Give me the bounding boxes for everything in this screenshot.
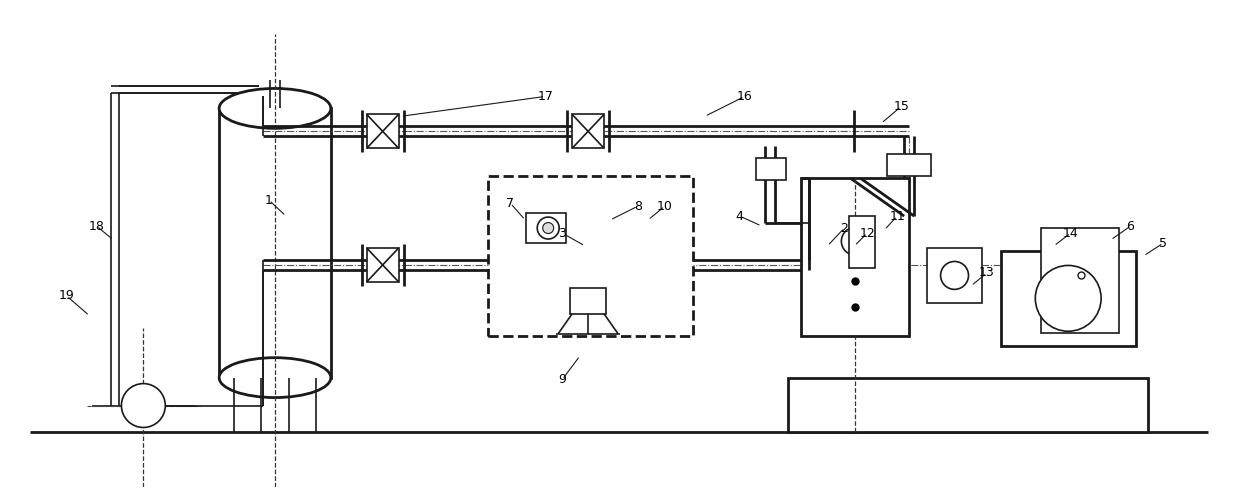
Text: 9: 9	[558, 373, 567, 386]
Ellipse shape	[219, 358, 331, 398]
Text: 5: 5	[1159, 237, 1167, 249]
Text: 17: 17	[537, 90, 553, 103]
Bar	[489, 176, 693, 336]
Bar	[888, 154, 931, 176]
Bar	[367, 114, 398, 148]
Text: 2: 2	[841, 222, 848, 235]
Bar	[801, 178, 909, 336]
Bar	[1040, 228, 1118, 333]
Circle shape	[122, 384, 165, 427]
Bar	[849, 216, 875, 268]
Text: 4: 4	[735, 209, 744, 223]
Circle shape	[1035, 265, 1101, 331]
Text: 15: 15	[893, 100, 909, 113]
Text: 19: 19	[58, 289, 74, 303]
Bar	[570, 288, 606, 314]
Text: 10: 10	[657, 200, 673, 213]
Bar	[928, 248, 982, 303]
Ellipse shape	[219, 88, 331, 128]
Text: 6: 6	[1127, 220, 1135, 233]
Text: 16: 16	[737, 90, 753, 103]
Text: 11: 11	[889, 209, 905, 223]
Bar	[755, 158, 785, 180]
Text: 7: 7	[506, 197, 515, 210]
Text: 8: 8	[634, 200, 642, 213]
Text: 3: 3	[558, 226, 567, 240]
Text: 1: 1	[265, 194, 273, 206]
Bar	[526, 213, 567, 243]
Bar	[572, 114, 604, 148]
Circle shape	[537, 217, 559, 239]
Text: 18: 18	[88, 220, 104, 233]
Bar	[219, 108, 331, 378]
Text: 14: 14	[1063, 226, 1079, 240]
Bar	[787, 378, 1148, 432]
Circle shape	[842, 227, 869, 255]
Bar	[1001, 251, 1136, 346]
Text: 13: 13	[980, 266, 994, 280]
Circle shape	[941, 262, 968, 289]
Bar	[367, 248, 398, 282]
Circle shape	[543, 223, 554, 234]
Text: 12: 12	[859, 226, 875, 240]
